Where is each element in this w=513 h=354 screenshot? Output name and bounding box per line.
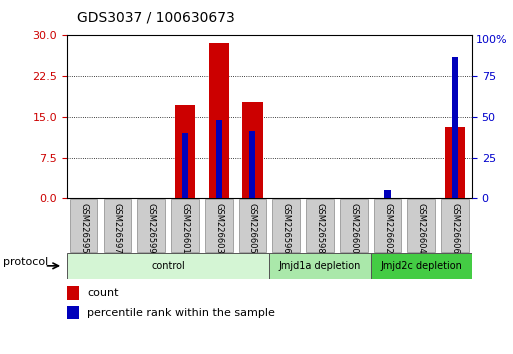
Text: protocol: protocol: [3, 257, 48, 267]
Bar: [272, 199, 300, 252]
Text: Jmjd2c depletion: Jmjd2c depletion: [380, 261, 462, 271]
Text: GSM226605: GSM226605: [248, 202, 257, 253]
Bar: [67, 306, 79, 319]
Bar: [269, 253, 370, 279]
Bar: [384, 190, 390, 198]
Bar: [242, 102, 263, 198]
Bar: [452, 57, 458, 198]
Text: GSM226600: GSM226600: [349, 202, 358, 253]
Bar: [67, 286, 79, 299]
Text: GSM226599: GSM226599: [147, 202, 155, 253]
Bar: [370, 253, 472, 279]
Text: GSM226597: GSM226597: [113, 202, 122, 253]
Bar: [239, 199, 266, 252]
Bar: [249, 131, 255, 198]
Bar: [70, 199, 97, 252]
Bar: [340, 199, 368, 252]
Text: GSM226595: GSM226595: [79, 202, 88, 253]
Bar: [306, 199, 334, 252]
Text: GSM226604: GSM226604: [417, 202, 426, 253]
Text: control: control: [151, 261, 185, 271]
Bar: [441, 199, 469, 252]
Text: GSM226598: GSM226598: [315, 202, 325, 253]
Bar: [104, 199, 131, 252]
Bar: [175, 105, 195, 198]
Text: 100%: 100%: [476, 35, 508, 45]
Bar: [215, 120, 222, 198]
Bar: [205, 199, 232, 252]
Text: count: count: [87, 288, 119, 298]
Text: GSM226602: GSM226602: [383, 202, 392, 253]
Text: GDS3037 / 100630673: GDS3037 / 100630673: [77, 11, 235, 25]
Bar: [67, 253, 269, 279]
Text: Jmjd1a depletion: Jmjd1a depletion: [279, 261, 361, 271]
Bar: [137, 199, 165, 252]
Bar: [373, 199, 401, 252]
Bar: [445, 127, 465, 198]
Bar: [208, 43, 229, 198]
Text: percentile rank within the sample: percentile rank within the sample: [87, 308, 275, 318]
Bar: [171, 199, 199, 252]
Bar: [182, 133, 188, 198]
Text: GSM226601: GSM226601: [181, 202, 189, 253]
Text: GSM226606: GSM226606: [450, 202, 460, 253]
Text: GSM226603: GSM226603: [214, 202, 223, 253]
Text: GSM226596: GSM226596: [282, 202, 291, 253]
Bar: [407, 199, 435, 252]
